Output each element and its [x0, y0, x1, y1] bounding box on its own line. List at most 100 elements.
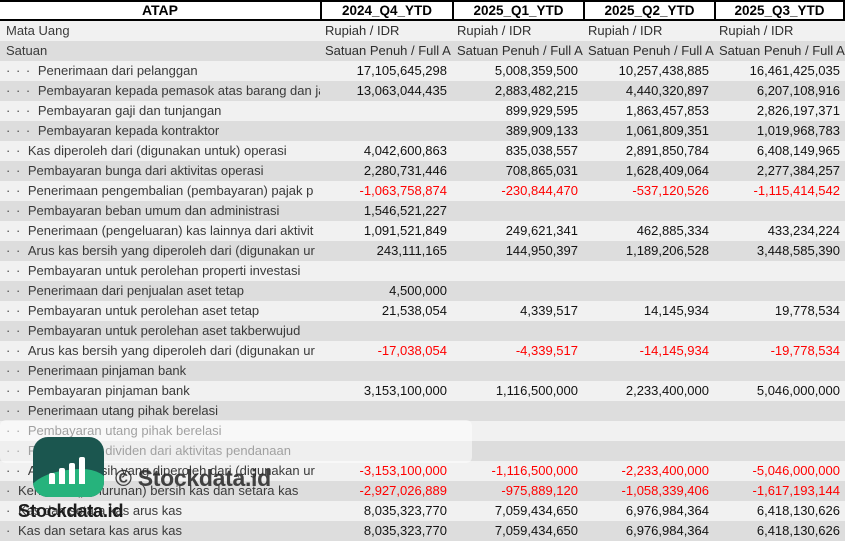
- unit-value[interactable]: Satuan Penuh / Full A: [588, 43, 714, 58]
- cell-value[interactable]: 462,885,334: [636, 223, 709, 238]
- cell-value[interactable]: 6,207,108,916: [756, 83, 840, 98]
- row-label[interactable]: · · Pembayaran untuk perolehan aset takb…: [0, 321, 320, 341]
- column-header-2025-q1[interactable]: 2025_Q1_YTD: [452, 2, 583, 19]
- row-label[interactable]: · Kas dan setara kas arus kas: [0, 521, 320, 541]
- row-label[interactable]: · · Pembayaran bunga dari aktivitas oper…: [0, 161, 320, 181]
- cell-value[interactable]: 6,418,130,626: [756, 503, 840, 518]
- cell-value[interactable]: -4,339,517: [515, 343, 578, 358]
- cell-value[interactable]: 4,339,517: [520, 303, 578, 318]
- cell-value[interactable]: 899,929,595: [505, 103, 578, 118]
- cell-value[interactable]: 249,621,341: [505, 223, 578, 238]
- cell-value[interactable]: 17,105,645,298: [356, 63, 447, 78]
- unit-value[interactable]: Satuan Penuh / Full A: [325, 43, 451, 58]
- cell-value[interactable]: 708,865,031: [505, 163, 578, 178]
- cell-value[interactable]: 1,019,968,783: [756, 123, 840, 138]
- cell-value[interactable]: 4,440,320,897: [625, 83, 709, 98]
- cell-value[interactable]: -17,038,054: [377, 343, 447, 358]
- cell-value[interactable]: -1,115,414,542: [753, 183, 841, 198]
- cell-value[interactable]: 2,280,731,446: [363, 163, 447, 178]
- row-label[interactable]: · · Arus kas bersih yang diperoleh dari …: [0, 241, 320, 261]
- cell-value[interactable]: 10,257,438,885: [618, 63, 709, 78]
- cell-value[interactable]: -975,889,120: [501, 483, 578, 498]
- row-label[interactable]: · · Penerimaan pinjaman bank: [0, 361, 320, 381]
- cell-value[interactable]: 835,038,557: [505, 143, 578, 158]
- row-label[interactable]: · · Penerimaan (pengeluaran) kas lainnya…: [0, 221, 320, 241]
- row-label[interactable]: · · Pembayaran pinjaman bank: [0, 381, 320, 401]
- cell-value[interactable]: 6,976,984,364: [625, 523, 709, 538]
- cell-value[interactable]: 2,891,850,784: [625, 143, 709, 158]
- unit-row-label[interactable]: Satuan: [6, 43, 48, 58]
- row-label[interactable]: · · · Pembayaran kepada pemasok atas bar…: [0, 81, 320, 101]
- cell-value[interactable]: -2,233,400,000: [621, 463, 709, 478]
- cell-value[interactable]: -1,617,193,144: [752, 483, 840, 498]
- cell-value[interactable]: 3,153,100,000: [363, 383, 447, 398]
- cell-value[interactable]: 19,778,534: [774, 303, 840, 318]
- row-label[interactable]: · · Arus kas bersih yang diperoleh dari …: [0, 341, 320, 361]
- cell-value[interactable]: -1,063,758,874: [359, 183, 447, 198]
- cell-value[interactable]: 1,546,521,227: [363, 203, 447, 218]
- cell-value[interactable]: 3,448,585,390: [756, 243, 840, 258]
- column-header-2024-q4[interactable]: 2024_Q4_YTD: [320, 2, 452, 19]
- cell-value[interactable]: 7,059,434,650: [494, 503, 578, 518]
- cell-value[interactable]: 14,145,934: [643, 303, 709, 318]
- row-label[interactable]: · · Pembayaran beban umum dan administra…: [0, 201, 320, 221]
- cell-value[interactable]: -537,120,526: [632, 183, 709, 198]
- cell-value[interactable]: 1,061,809,351: [625, 123, 709, 138]
- cell-value[interactable]: 243,111,165: [376, 243, 447, 258]
- cell-value[interactable]: 5,046,000,000: [756, 383, 840, 398]
- cell-value[interactable]: -3,153,100,000: [359, 463, 447, 478]
- indent-dots: · · ·: [6, 83, 36, 98]
- row-label[interactable]: · · Pembayaran untuk perolehan aset teta…: [0, 301, 320, 321]
- ticker-header-cell[interactable]: ATAP: [141, 2, 179, 18]
- cell-value[interactable]: -1,058,339,406: [621, 483, 709, 498]
- cell-value[interactable]: 1,116,500,000: [495, 383, 578, 398]
- cell-value[interactable]: -19,778,534: [770, 343, 840, 358]
- cell-value[interactable]: 6,418,130,626: [756, 523, 840, 538]
- cell-value[interactable]: 16,461,425,035: [749, 63, 840, 78]
- column-header-2025-q3[interactable]: 2025_Q3_YTD: [714, 2, 845, 19]
- cell-value[interactable]: 6,408,149,965: [756, 143, 840, 158]
- cell-value[interactable]: 1,863,457,853: [625, 103, 709, 118]
- cell-value[interactable]: 5,008,359,500: [494, 63, 578, 78]
- cell-value[interactable]: -1,116,500,000: [491, 463, 579, 478]
- cell-value[interactable]: 2,233,400,000: [625, 383, 709, 398]
- cell-value[interactable]: -2,927,026,889: [359, 483, 447, 498]
- cell-value[interactable]: 1,189,206,528: [625, 243, 709, 258]
- row-label[interactable]: · · · Pembayaran kepada kontraktor: [0, 121, 320, 141]
- cell-value[interactable]: 13,063,044,435: [356, 83, 447, 98]
- cell-value[interactable]: 2,277,384,257: [756, 163, 840, 178]
- row-label[interactable]: · Kas dan setara kas arus kas: [0, 501, 320, 521]
- row-label[interactable]: · · · Penerimaan dari pelanggan: [0, 61, 320, 81]
- cell-value[interactable]: 2,826,197,371: [756, 103, 840, 118]
- row-label[interactable]: · · Kas diperoleh dari (digunakan untuk)…: [0, 141, 320, 161]
- cell-value[interactable]: 389,909,133: [505, 123, 578, 138]
- cell-value[interactable]: -230,844,470: [501, 183, 578, 198]
- currency-value[interactable]: Rupiah / IDR: [457, 23, 532, 38]
- cell-value[interactable]: 6,976,984,364: [625, 503, 709, 518]
- cell-value[interactable]: 433,234,224: [767, 223, 840, 238]
- cell-value[interactable]: 4,042,600,863: [363, 143, 447, 158]
- row-label[interactable]: · · Penerimaan utang pihak berelasi: [0, 401, 320, 421]
- row-label[interactable]: · · Penerimaan pengembalian (pembayaran)…: [0, 181, 320, 201]
- cell-value[interactable]: 144,950,397: [505, 243, 578, 258]
- column-header-2025-q2[interactable]: 2025_Q2_YTD: [583, 2, 714, 19]
- cell-value[interactable]: 4,500,000: [389, 283, 447, 298]
- cell-value[interactable]: -14,145,934: [639, 343, 709, 358]
- row-label[interactable]: · · Penerimaan dari penjualan aset tetap: [0, 281, 320, 301]
- currency-value[interactable]: Rupiah / IDR: [719, 23, 794, 38]
- cell-value[interactable]: 1,628,409,064: [625, 163, 709, 178]
- cell-value[interactable]: 21,538,054: [381, 303, 447, 318]
- cell-value[interactable]: -5,046,000,000: [752, 463, 840, 478]
- currency-value[interactable]: Rupiah / IDR: [588, 23, 663, 38]
- currency-row-label[interactable]: Mata Uang: [6, 23, 70, 38]
- cell-value[interactable]: 8,035,323,770: [363, 523, 447, 538]
- cell-value[interactable]: 8,035,323,770: [363, 503, 447, 518]
- unit-value[interactable]: Satuan Penuh / Full A: [457, 43, 583, 58]
- unit-value[interactable]: Satuan Penuh / Full A: [719, 43, 845, 58]
- cell-value[interactable]: 7,059,434,650: [494, 523, 578, 538]
- cell-value[interactable]: 2,883,482,215: [494, 83, 578, 98]
- cell-value[interactable]: 1,091,521,849: [363, 223, 447, 238]
- currency-value[interactable]: Rupiah / IDR: [325, 23, 400, 38]
- row-label[interactable]: · · Pembayaran untuk perolehan properti …: [0, 261, 320, 281]
- row-label[interactable]: · · · Pembayaran gaji dan tunjangan: [0, 101, 320, 121]
